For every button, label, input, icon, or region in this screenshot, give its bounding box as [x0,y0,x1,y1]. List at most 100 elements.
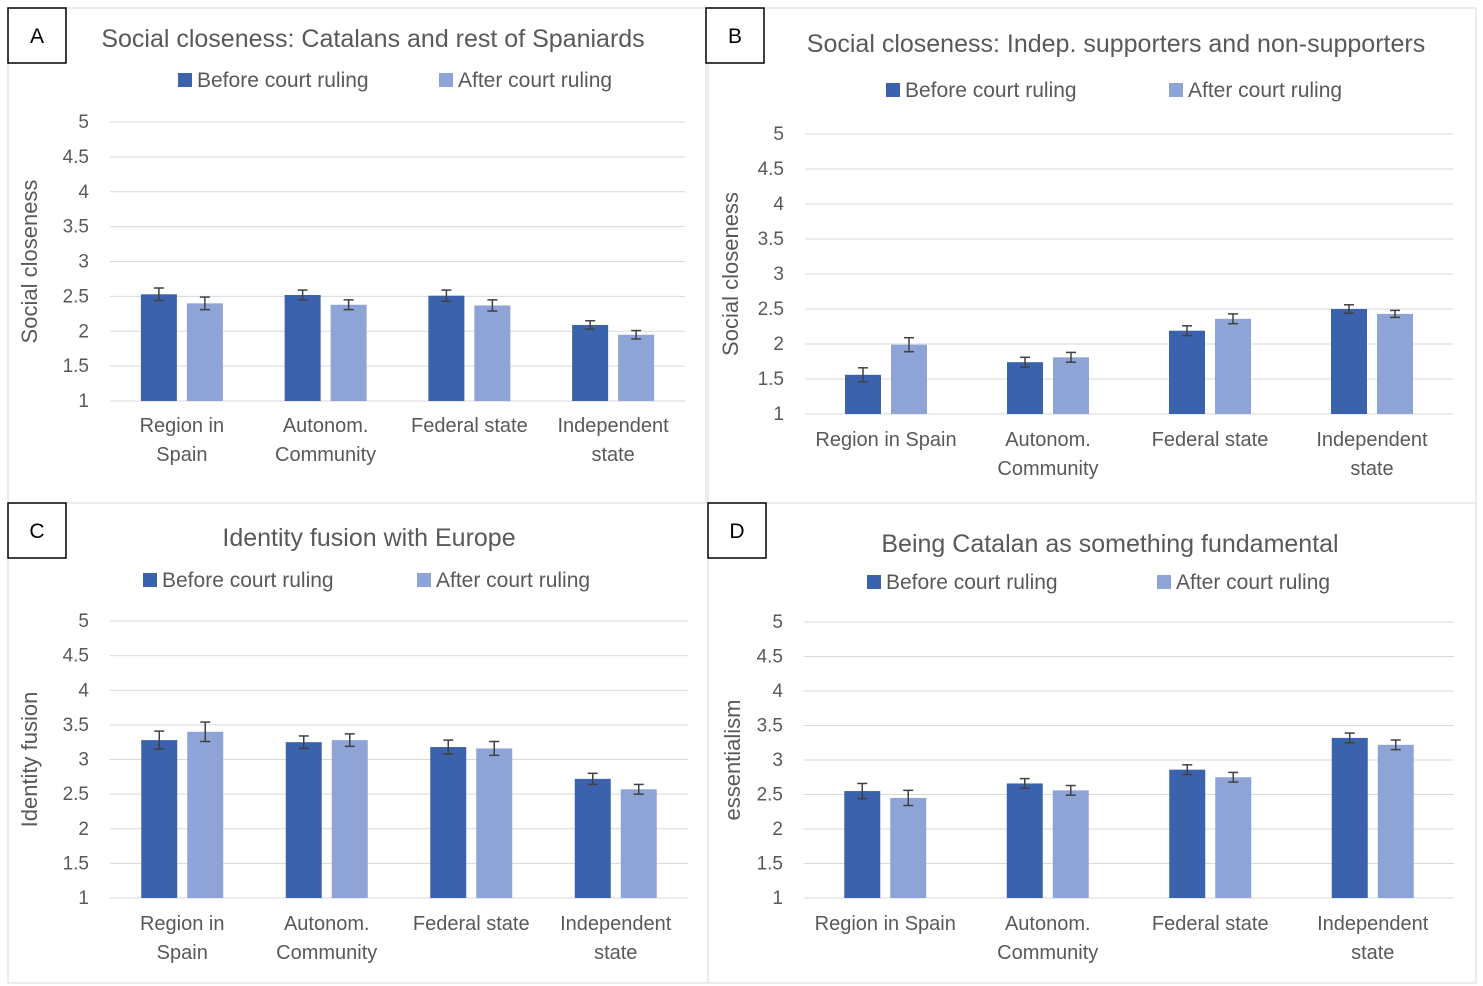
y-axis-label: Identity fusion [17,692,42,828]
legend-label-after: After court ruling [1188,79,1342,102]
bar-after [890,797,927,898]
panel-a: A Social closeness: Catalans and rest of … [7,7,709,504]
y-tick-label: 1.5 [758,369,784,390]
y-tick-label: 4.5 [758,159,784,180]
y-tick-label: 2 [772,819,783,840]
y-axis-label: Social closeness [17,180,42,344]
y-tick-label: 3 [772,750,783,771]
bar-before [1006,783,1043,898]
bar-after [1052,790,1089,898]
bar-before [1331,309,1367,414]
x-category-label: state [594,942,637,964]
y-tick-label: 4 [773,194,784,215]
legend-swatch-before [867,575,881,589]
y-tick-label: 5 [772,612,783,633]
panel-c: C Identity fusion with Europe Before court… [7,502,709,984]
bar-before [285,742,322,898]
x-category-label: Independent [558,415,670,437]
bar-before [574,778,611,898]
x-category-label: Community [997,942,1098,964]
chart-title: Being Catalan as something fundamental [881,530,1338,558]
bar-after [331,740,368,898]
x-category-label: Region in Spain [815,429,956,451]
y-tick-label: 2.5 [63,784,89,805]
x-category-label: Federal state [1152,913,1269,935]
x-category-label: Federal state [411,415,528,437]
legend-label-after: After court ruling [436,569,590,592]
x-category-label: Autonom. [283,415,369,437]
y-tick-label: 3.5 [63,217,89,238]
bar-before [140,294,177,401]
panel-label: A [30,25,44,48]
x-category-label: Autonom. [1005,913,1091,935]
x-category-label: Community [275,444,376,466]
bar-before [572,324,609,401]
y-tick-label: 1 [772,888,783,909]
legend-swatch-before [178,73,192,87]
y-tick-label: 3.5 [758,229,784,250]
panel-b: B Social closeness: Indep. supporters and… [705,7,1477,504]
x-category-label: Community [276,942,377,964]
y-tick-label: 4 [78,182,89,203]
legend-label-before: Before court ruling [197,69,369,92]
bar-after [1215,777,1252,898]
y-tick-label: 4.5 [63,646,89,667]
x-category-label: Autonom. [284,913,370,935]
panel-label-box [7,7,67,64]
y-tick-label: 4.5 [63,147,89,168]
y-tick-label: 3 [78,252,89,273]
y-tick-label: 1 [78,888,89,909]
y-tick-label: 2.5 [63,286,89,307]
bar-before [1007,362,1043,414]
x-category-label: Region in [140,415,225,437]
y-tick-label: 1 [773,404,784,425]
x-category-label: Independent [1317,913,1429,935]
y-tick-label: 3.5 [757,716,783,737]
panel-label: B [728,25,742,48]
x-category-label: Spain [156,444,207,466]
chart-title: Social closeness: Indep. supporters and … [807,30,1425,58]
y-tick-label: 3 [773,264,784,285]
panel-frame [707,502,1477,984]
legend-label-after: After court ruling [1176,571,1330,594]
legend-swatch-after [439,73,453,87]
x-category-label: state [1351,942,1394,964]
x-category-label: Spain [157,942,208,964]
bar-before [1169,769,1206,898]
legend-swatch-before [143,573,157,587]
bar-before [284,294,321,401]
legend-swatch-after [1169,83,1183,97]
bar-after [620,789,657,898]
x-category-label: Federal state [413,913,530,935]
panel-label-box [7,502,67,559]
x-category-label: Federal state [1152,429,1269,451]
bar-after [1377,313,1413,414]
legend-label-before: Before court ruling [162,569,334,592]
bar-before [141,740,178,898]
panel-label-box [707,502,767,559]
legend-swatch-after [417,573,431,587]
legend-label-after: After court ruling [458,69,612,92]
y-tick-label: 4 [772,681,783,702]
legend-swatch-after [1157,575,1171,589]
bar-after [1377,744,1414,898]
y-tick-label: 2 [78,819,89,840]
y-tick-label: 1.5 [757,854,783,875]
panel-label: C [29,520,44,543]
y-tick-label: 5 [78,611,89,632]
y-tick-label: 1.5 [63,356,89,377]
bar-after [187,731,224,898]
bar-before [430,747,467,898]
bar-after [330,304,367,401]
bar-after [1053,357,1089,414]
legend-label-before: Before court ruling [886,571,1058,594]
bar-after [891,344,927,414]
bar-after [186,303,223,401]
y-tick-label: 2 [78,321,89,342]
y-tick-label: 5 [78,112,89,133]
x-category-label: Independent [560,913,672,935]
bar-before [1331,737,1368,898]
y-tick-label: 3 [78,750,89,771]
y-tick-label: 2 [773,334,784,355]
